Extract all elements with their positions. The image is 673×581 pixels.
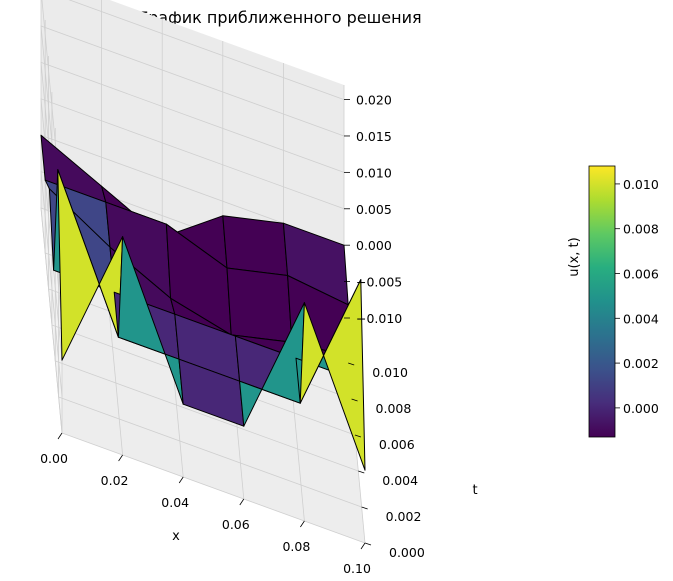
- surface-face: [226, 267, 293, 343]
- x-tick-label: 0.08: [282, 539, 310, 554]
- t-tick: [361, 506, 368, 510]
- x-tick-label: 0.02: [101, 473, 129, 488]
- t-tick-label: 0.006: [379, 437, 415, 452]
- surface-face: [299, 279, 366, 471]
- x-tick: [300, 520, 305, 528]
- z-tick-label: −0.005: [356, 275, 402, 290]
- colorbar-tick-label: 0.004: [623, 311, 659, 326]
- t-tick-label: 0.000: [389, 545, 425, 560]
- x-tick: [360, 542, 366, 550]
- surface-face: [222, 215, 289, 276]
- colorbar-ticks: 0.000 0.002 0.004 0.006 0.008 0.010: [615, 177, 659, 416]
- axes-ticks: 0.00 0.02 0.04 0.06 0.08 0.10 0.000 0.002 0.004 0…: [40, 93, 425, 576]
- colorbar-tick-label: 0.010: [623, 177, 659, 192]
- grid-line-z: [41, 0, 345, 215]
- colorbar-tick-label: 0.008: [623, 222, 659, 237]
- t-tick: [358, 470, 365, 474]
- x-axis-label: x: [172, 529, 180, 544]
- colorbar-tick-label: 0.000: [623, 401, 659, 416]
- x-tick-label: 0.10: [343, 561, 371, 576]
- x-tick: [57, 432, 63, 440]
- z-tick-label: 0.015: [356, 129, 392, 144]
- x-tick: [239, 498, 245, 506]
- t-tick-label: 0.010: [372, 365, 408, 380]
- x-tick-label: 0.06: [222, 517, 250, 532]
- t-tick-label: 0.002: [386, 509, 422, 524]
- z-tick-label: 0.000: [356, 238, 392, 253]
- x-tick-label: 0.00: [40, 451, 68, 466]
- x-tick: [118, 454, 123, 462]
- t-tick: [354, 434, 362, 438]
- x-tick: [178, 476, 184, 484]
- z-tick-label: −0.010: [356, 311, 402, 326]
- colorbar-tick-label: 0.002: [623, 356, 659, 371]
- t-axis-label: t: [472, 483, 477, 498]
- t-tick-label: 0.004: [382, 473, 418, 488]
- t-tick: [348, 362, 355, 366]
- t-tick-label: 0.008: [376, 401, 412, 416]
- z-tick-label: 0.005: [356, 202, 392, 217]
- x-tick-label: 0.04: [161, 495, 189, 510]
- colorbar: [588, 165, 616, 438]
- z-axis-label: u(x, t): [567, 237, 582, 276]
- colorbar-tick-label: 0.006: [623, 267, 659, 282]
- t-tick: [351, 398, 358, 402]
- chart-title: График приближенного решения: [138, 8, 421, 27]
- z-tick-label: 0.010: [356, 165, 392, 180]
- t-tick: [364, 542, 372, 546]
- z-tick-label: 0.020: [356, 93, 392, 108]
- surface-plot: [40, 134, 366, 471]
